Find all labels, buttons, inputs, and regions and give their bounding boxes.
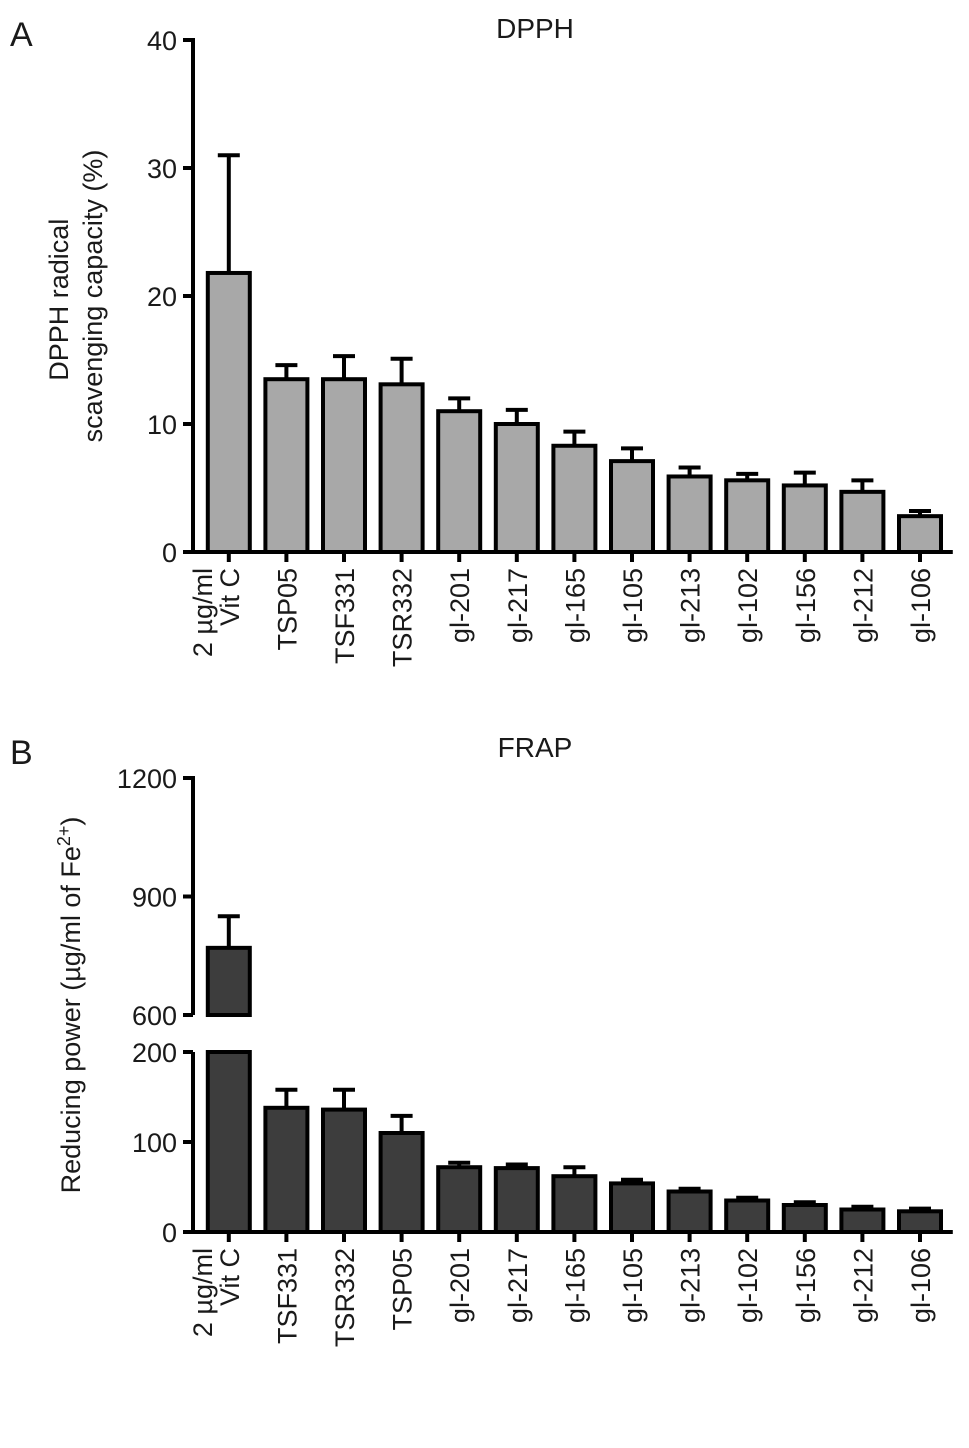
dpph-category-label: TSR332 <box>388 568 418 667</box>
dpph-bar <box>666 474 713 555</box>
dpph-category-label: gl-201 <box>445 568 475 643</box>
frap-bar <box>378 1131 425 1234</box>
frap-y-axis-label-superscript: 2+ <box>54 826 74 847</box>
frap-category-label: gl-105 <box>618 1248 648 1323</box>
frap-y-ticks: 0 100 200 600 900 1200 <box>117 764 193 1248</box>
frap-category-label: gl-201 <box>445 1248 475 1323</box>
dpph-bar <box>436 409 483 555</box>
dpph-y-tick-label: 30 <box>147 154 177 184</box>
frap-bar <box>263 1105 310 1235</box>
dpph-bar <box>781 483 828 554</box>
frap-bar <box>724 1198 771 1234</box>
dpph-bar <box>839 489 886 554</box>
frap-category-label: gl-217 <box>503 1248 533 1323</box>
frap-category-label: gl-213 <box>676 1248 706 1323</box>
dpph-category-label: Vit C <box>215 568 245 626</box>
dpph-bar <box>609 459 655 554</box>
frap-y-tick-label: 200 <box>132 1038 177 1068</box>
frap-category-label: gl-156 <box>791 1248 821 1323</box>
dpph-category-label: gl-217 <box>503 568 533 643</box>
frap-y-tick-label: 600 <box>132 1001 177 1031</box>
dpph-bar <box>263 377 310 555</box>
frap-bar <box>493 1166 540 1234</box>
frap-y-tick-label: 1200 <box>117 764 177 794</box>
frap-y-tick-label: 0 <box>162 1218 177 1248</box>
dpph-y-tick-label: 40 <box>147 26 177 56</box>
dpph-category-label: TSP05 <box>272 568 302 651</box>
dpph-y-tick-label: 20 <box>147 282 177 312</box>
frap-bar <box>781 1203 828 1234</box>
dpph-bar <box>724 478 771 555</box>
frap-bar <box>551 1174 598 1234</box>
dpph-category-label: gl-102 <box>733 568 763 643</box>
dpph-category-label: gl-105 <box>618 568 648 643</box>
dpph-category-label: TSF331 <box>330 568 360 664</box>
frap-category-label: gl-102 <box>733 1248 763 1323</box>
dpph-category-label: 2 µg/ml <box>188 568 218 657</box>
dpph-bar <box>378 382 425 554</box>
frap-category-label: TSF331 <box>272 1248 302 1344</box>
dpph-bar <box>321 377 367 555</box>
frap-bar-lower-segment <box>205 1050 252 1234</box>
frap-bars <box>201 945 943 1235</box>
dpph-y-axis-label-line-1: DPPH radical <box>44 219 74 381</box>
dpph-category-label: gl-213 <box>676 568 706 643</box>
dpph-bar <box>493 422 540 554</box>
frap-category-label: gl-106 <box>906 1248 936 1323</box>
dpph-chart-title: DPPH <box>496 13 574 44</box>
frap-bar <box>839 1207 886 1234</box>
dpph-y-tick-label: 0 <box>162 538 177 568</box>
panel-a-letter: A <box>10 16 33 54</box>
dpph-category-label: gl-106 <box>906 568 936 643</box>
dpph-bar <box>551 443 598 555</box>
frap-y-tick-label: 900 <box>132 883 177 913</box>
frap-category-label: 2 µg/ml <box>188 1248 218 1337</box>
frap-category-label: Vit C <box>215 1248 245 1306</box>
frap-category-label: gl-212 <box>848 1248 878 1323</box>
frap-y-axis-label-main: Reducing power (µg/ml of Fe <box>56 846 86 1193</box>
frap-bar <box>609 1181 655 1235</box>
dpph-category-label: gl-156 <box>791 568 821 643</box>
frap-bar <box>321 1107 367 1234</box>
dpph-y-ticks: 0 10 20 30 40 <box>147 26 193 568</box>
frap-category-label: gl-165 <box>560 1248 590 1323</box>
dpph-error-bars <box>217 153 931 517</box>
dpph-y-axis-label-line-2: scavenging capacity (%) <box>78 150 108 443</box>
frap-axis-break-gap <box>201 1017 256 1050</box>
frap-y-axis-label: Reducing power (µg/ml of Fe2+) <box>54 817 86 1194</box>
dpph-category-label: gl-165 <box>560 568 590 643</box>
dpph-bar <box>205 270 252 554</box>
dpph-bar <box>897 514 943 554</box>
dpph-bars <box>205 270 943 555</box>
frap-bar <box>897 1209 943 1235</box>
frap-bar <box>436 1165 483 1234</box>
frap-y-tick-label: 100 <box>132 1128 177 1158</box>
frap-chart-title: FRAP <box>498 732 573 763</box>
frap-bar <box>666 1189 713 1234</box>
frap-error-bars <box>217 914 931 1212</box>
frap-category-label: TSR332 <box>330 1248 360 1347</box>
frap-bar-upper-segment <box>205 945 252 1017</box>
dpph-y-tick-label: 10 <box>147 410 177 440</box>
dpph-category-label: gl-212 <box>848 568 878 643</box>
panel-b-letter: B <box>10 734 33 772</box>
frap-category-label: TSP05 <box>388 1248 418 1331</box>
dpph-y-axis-label: DPPH radical scavenging capacity (%) <box>44 150 108 443</box>
frap-y-axis-label-end: ) <box>56 817 86 826</box>
